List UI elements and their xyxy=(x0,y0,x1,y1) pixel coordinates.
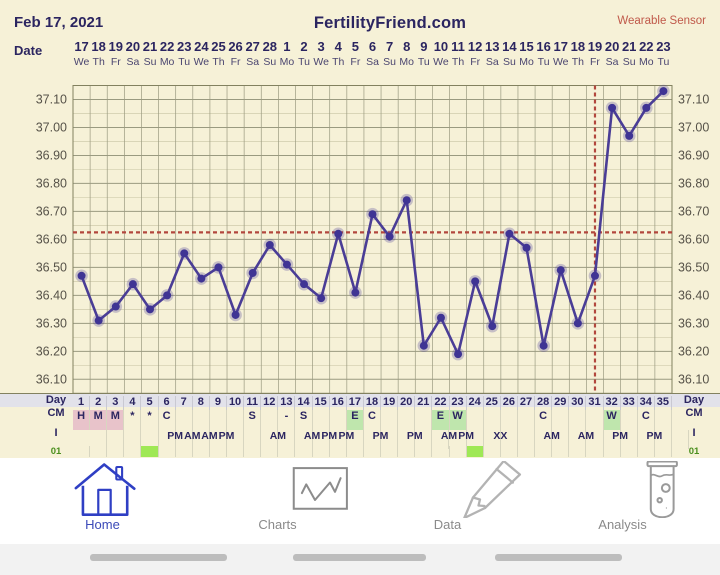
svg-text:36.20: 36.20 xyxy=(678,344,709,358)
svg-text:37.10: 37.10 xyxy=(36,92,67,106)
svg-text:36.70: 36.70 xyxy=(678,204,709,218)
svg-text:37.10: 37.10 xyxy=(678,92,709,106)
svg-text:36.10: 36.10 xyxy=(36,372,67,386)
svg-text:36.40: 36.40 xyxy=(678,288,709,302)
svg-text:36.30: 36.30 xyxy=(678,316,709,330)
svg-text:36.60: 36.60 xyxy=(678,232,709,246)
svg-text:36.20: 36.20 xyxy=(36,344,67,358)
svg-text:36.50: 36.50 xyxy=(678,260,709,274)
svg-text:36.90: 36.90 xyxy=(678,148,709,162)
svg-text:36.60: 36.60 xyxy=(36,232,67,246)
svg-text:37.00: 37.00 xyxy=(678,120,709,134)
svg-text:36.70: 36.70 xyxy=(36,204,67,218)
svg-text:36.80: 36.80 xyxy=(36,176,67,190)
svg-text:36.90: 36.90 xyxy=(36,148,67,162)
svg-text:36.40: 36.40 xyxy=(36,288,67,302)
svg-text:36.10: 36.10 xyxy=(678,372,709,386)
svg-text:36.80: 36.80 xyxy=(678,176,709,190)
svg-text:37.00: 37.00 xyxy=(36,120,67,134)
svg-text:36.50: 36.50 xyxy=(36,260,67,274)
svg-text:36.30: 36.30 xyxy=(36,316,67,330)
